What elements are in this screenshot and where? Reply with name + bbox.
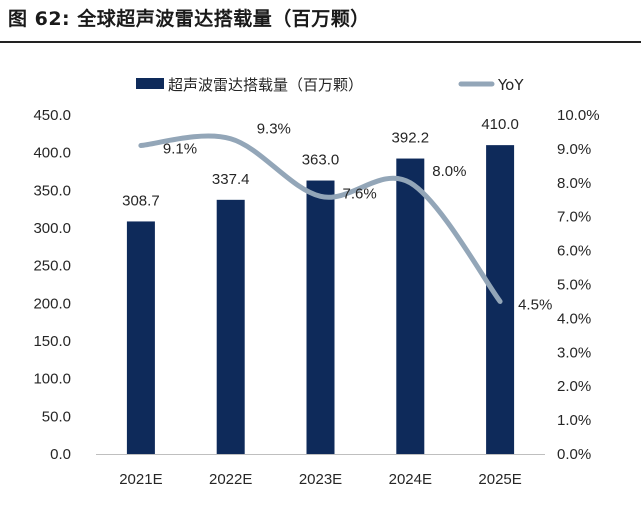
x-tick-label: 2023E (299, 471, 342, 488)
x-tick-label: 2024E (389, 471, 432, 488)
left-tick-label: 350.0 (33, 182, 71, 199)
yoy-value-label: 9.1% (163, 141, 197, 158)
data-labels: 308.7 337.4 363.0 392.2 410.0 9.1% 9.3% 7.6% 8.0… (122, 116, 552, 313)
x-axis: 2021E 2022E 2023E 2024E 2025E (96, 454, 545, 488)
left-tick-label: 50.0 (42, 408, 71, 425)
bar-series (126, 145, 515, 455)
right-tick-label: 1.0% (557, 412, 591, 429)
bar (396, 158, 425, 454)
right-tick-label: 7.0% (557, 209, 591, 226)
right-tick-label: 8.0% (557, 175, 591, 192)
figure-title: 图 62: 全球超声波雷达搭载量（百万颗） (8, 8, 370, 30)
bar-value-label: 308.7 (122, 192, 160, 209)
left-y-axis: 0.0 50.0 100.0 150.0 200.0 250.0 300.0 350.0 400… (33, 107, 71, 463)
right-y-axis: 0.0% 1.0% 2.0% 3.0% 4.0% 5.0% 6.0% 7.0% 8.0% 9.0%… (557, 107, 600, 463)
left-tick-label: 450.0 (33, 107, 71, 124)
left-tick-label: 250.0 (33, 258, 71, 275)
x-tick-label: 2022E (209, 471, 252, 488)
chart-legend: 超声波雷达搭载量（百万颗） YoY (136, 76, 524, 94)
left-tick-label: 150.0 (33, 333, 71, 350)
yoy-value-label: 9.3% (257, 121, 291, 138)
legend-bar-label: 超声波雷达搭载量（百万颗） (168, 76, 363, 94)
right-tick-label: 3.0% (557, 344, 591, 361)
title-divider (0, 41, 641, 43)
left-tick-label: 300.0 (33, 220, 71, 237)
right-tick-label: 0.0% (557, 446, 591, 463)
yoy-value-label: 8.0% (432, 163, 466, 180)
line-series (138, 133, 503, 304)
x-tick-label: 2021E (119, 471, 162, 488)
right-tick-label: 2.0% (557, 378, 591, 395)
bar (306, 180, 335, 455)
right-tick-label: 6.0% (557, 243, 591, 260)
right-tick-label: 10.0% (557, 107, 600, 124)
left-tick-label: 0.0 (50, 446, 71, 463)
yoy-line (138, 133, 503, 304)
bar (126, 221, 155, 454)
yoy-value-label: 4.5% (518, 296, 552, 313)
right-tick-label: 4.0% (557, 310, 591, 327)
left-tick-label: 100.0 (33, 371, 71, 388)
right-tick-label: 9.0% (557, 141, 591, 158)
bar-value-label: 363.0 (302, 152, 340, 169)
legend-line-label: YoY (497, 76, 524, 94)
left-tick-label: 200.0 (33, 295, 71, 312)
right-tick-label: 5.0% (557, 277, 591, 294)
yoy-value-label: 7.6% (343, 185, 377, 202)
bar (216, 199, 245, 454)
left-tick-label: 400.0 (33, 145, 71, 162)
bar-value-label: 410.0 (481, 116, 519, 133)
x-tick-label: 2025E (478, 471, 521, 488)
bar-value-label: 392.2 (392, 130, 430, 147)
legend-bar-swatch (136, 78, 164, 89)
bar-value-label: 337.4 (212, 171, 250, 188)
